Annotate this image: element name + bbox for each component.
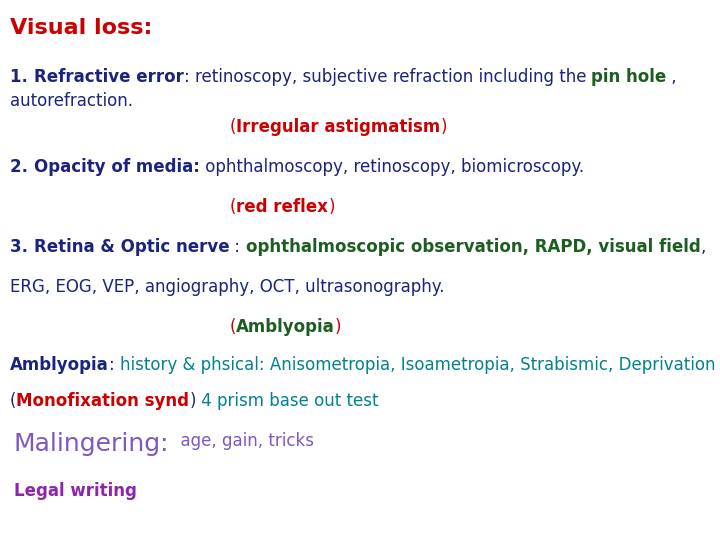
Text: (: (: [230, 198, 236, 216]
Text: ,: ,: [667, 68, 677, 86]
Text: ERG, EOG, VEP, angiography, OCT, ultrasonography.: ERG, EOG, VEP, angiography, OCT, ultraso…: [10, 278, 444, 296]
Text: Monofixation synd: Monofixation synd: [17, 392, 189, 410]
Text: 4 prism base out test: 4 prism base out test: [196, 392, 379, 410]
Text: :: :: [230, 238, 246, 256]
Text: Amblyopia: Amblyopia: [10, 356, 109, 374]
Text: Malingering:: Malingering:: [14, 432, 169, 456]
Text: (: (: [230, 118, 236, 136]
Text: 1.: 1.: [10, 68, 34, 86]
Text: ): ): [328, 198, 335, 216]
Text: ophthalmoscopy, retinoscopy, biomicroscopy.: ophthalmoscopy, retinoscopy, biomicrosco…: [199, 158, 584, 176]
Text: : retinoscopy, subjective refraction including the: : retinoscopy, subjective refraction inc…: [184, 68, 591, 86]
Text: age, gain, tricks: age, gain, tricks: [169, 432, 313, 450]
Text: Opacity of media:: Opacity of media:: [34, 158, 199, 176]
Text: Amblyopia: Amblyopia: [236, 318, 335, 336]
Text: (: (: [10, 392, 17, 410]
Text: history & phsical: Anisometropia, Isoametropia, Strabismic, Deprivation: history & phsical: Anisometropia, Isoame…: [120, 356, 715, 374]
Text: ophthalmoscopic observation, RAPD, visual field: ophthalmoscopic observation, RAPD, visua…: [246, 238, 701, 256]
Text: ,: ,: [701, 238, 706, 256]
Text: Legal writing: Legal writing: [14, 482, 137, 500]
Text: 2.: 2.: [10, 158, 34, 176]
Text: Retina & Optic nerve: Retina & Optic nerve: [34, 238, 230, 256]
Text: (: (: [230, 318, 236, 336]
Text: ): ): [441, 118, 447, 136]
Text: :: :: [109, 356, 120, 374]
Text: pin hole: pin hole: [591, 68, 667, 86]
Text: ): ): [189, 392, 196, 410]
Text: ): ): [335, 318, 341, 336]
Text: Irregular astigmatism: Irregular astigmatism: [236, 118, 441, 136]
Text: Visual loss:: Visual loss:: [10, 18, 153, 38]
Text: red reflex: red reflex: [236, 198, 328, 216]
Text: Refractive error: Refractive error: [34, 68, 184, 86]
Text: 3.: 3.: [10, 238, 34, 256]
Text: autorefraction.: autorefraction.: [10, 92, 133, 110]
